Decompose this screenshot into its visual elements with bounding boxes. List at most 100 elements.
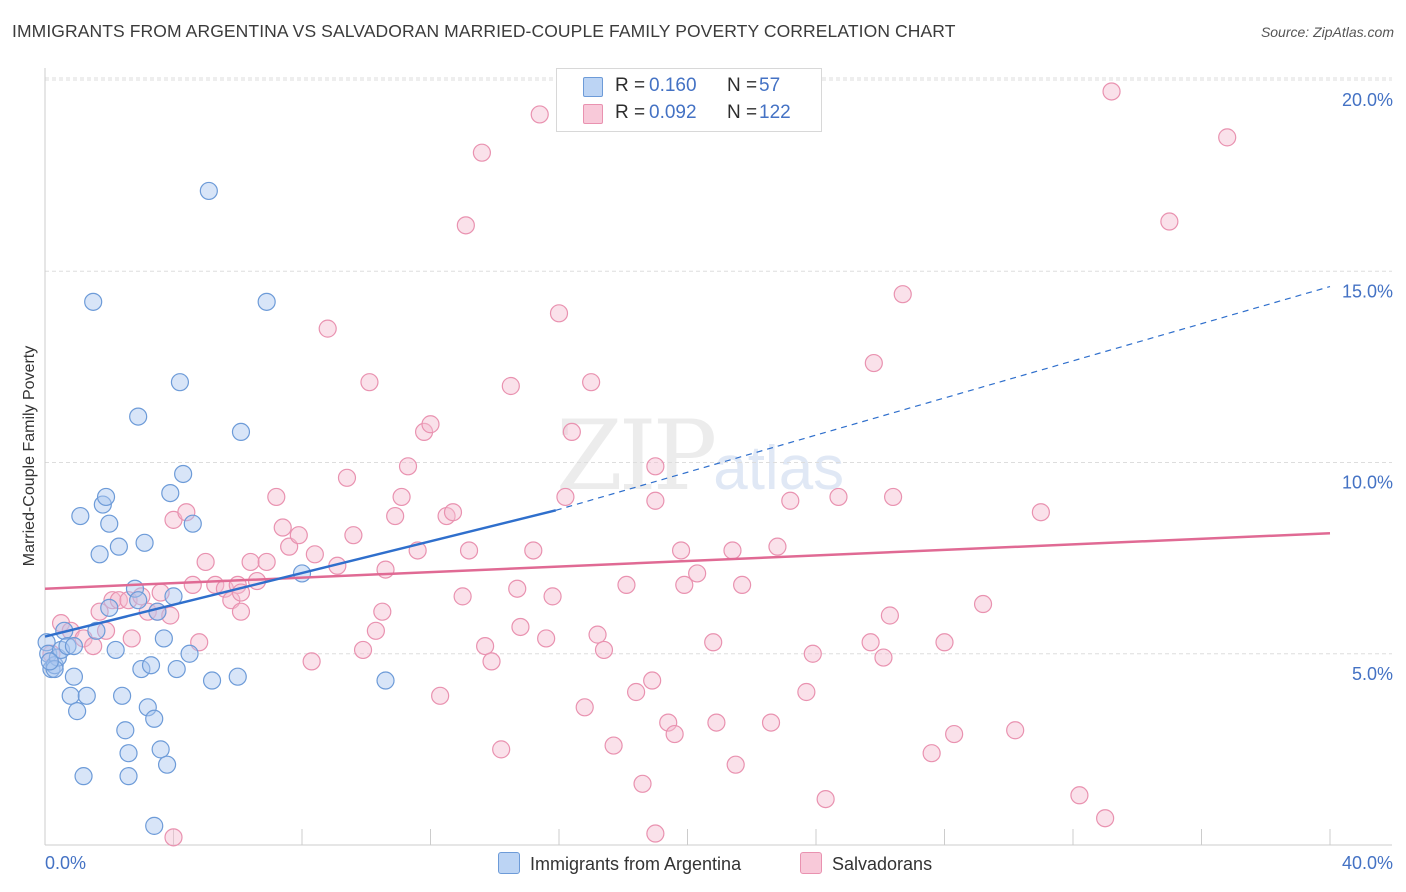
legend-r-label: R =: [615, 102, 646, 123]
salvadorans-point: [665, 724, 684, 744]
salvadorans-point: [675, 575, 694, 595]
argentina-point: [96, 487, 116, 507]
argentina-point: [141, 656, 161, 675]
y-tick-label: 20.0%: [1342, 90, 1393, 110]
salvadorans-point: [893, 285, 912, 304]
bottom-legend-swatch-blue: [498, 852, 520, 874]
legend-n-label: N =: [727, 75, 758, 96]
salvadorans-point: [241, 552, 260, 572]
argentina-point: [376, 671, 395, 690]
legend-r-label: R =: [615, 75, 646, 96]
salvadorans-point: [177, 503, 196, 522]
salvadorans-point: [594, 640, 614, 660]
salvadorans-point: [588, 625, 607, 644]
salvadorans-point: [803, 644, 822, 663]
trend-lines: [44, 285, 1331, 638]
salvadorans-point: [1218, 128, 1237, 147]
bottom-legend-argentina: Immigrants from Argentina: [498, 852, 741, 875]
salvadorans-point: [922, 744, 941, 763]
argentina-point: [100, 598, 119, 617]
argentina-point: [129, 407, 148, 426]
salvadorans-point: [935, 633, 954, 652]
salvadorans-point: [883, 487, 903, 507]
salvadorans-point: [733, 575, 752, 595]
salvadorans-point: [302, 652, 321, 671]
argentina-point: [257, 292, 276, 311]
legend-n-label: N =: [727, 102, 758, 123]
salvadorans-point: [476, 636, 495, 656]
salvadorans-point: [90, 602, 109, 621]
salvadorans-point: [864, 353, 883, 373]
salvadorans-point: [549, 304, 569, 323]
salvadorans-point: [373, 602, 392, 621]
x-tick-label: 40.0%: [1342, 853, 1393, 873]
argentina-point: [199, 181, 218, 201]
argentina-point: [61, 686, 80, 705]
salvadorans-point: [398, 457, 418, 476]
salvadorans-point: [797, 682, 816, 702]
salvadorans-point: [267, 487, 286, 507]
argentina-point: [145, 816, 164, 835]
salvadorans-point: [973, 594, 993, 614]
legend-swatch-blue: [583, 77, 603, 97]
salvadorans-point: [1006, 721, 1025, 740]
bottom-legend-label-argentina: Immigrants from Argentina: [530, 854, 742, 874]
salvadorans-point: [829, 487, 848, 507]
salvadorans-point: [164, 828, 183, 847]
axes: [44, 68, 1392, 846]
stats-legend: R = 0.160 N = 57 R = 0.092 N = 122: [556, 68, 822, 132]
chart-title: IMMIGRANTS FROM ARGENTINA VS SALVADORAN …: [12, 21, 956, 41]
tick-labels: 5.0% 10.0% 15.0% 20.0% 0.0% 40.0%: [45, 90, 1393, 873]
salvadorans-point: [646, 824, 665, 843]
salvadorans-point: [122, 629, 141, 648]
salvadorans-point: [431, 686, 450, 705]
argentina-point: [231, 422, 251, 441]
salvadorans-point: [1160, 212, 1179, 231]
salvadorans-point: [726, 755, 745, 774]
argentina-point: [40, 652, 59, 671]
legend-swatch-pink: [583, 104, 603, 124]
argentina-point: [87, 621, 106, 640]
salvadorans-point: [643, 671, 662, 690]
legend-r-value: 0.092: [649, 102, 697, 123]
legend-n-value: 122: [759, 102, 791, 123]
y-tick-label: 10.0%: [1342, 473, 1393, 493]
salvadorans-point: [511, 617, 530, 637]
argentina-point: [154, 629, 173, 648]
salvadorans-point: [318, 319, 337, 338]
argentina-points: [37, 181, 395, 835]
salvadorans-point: [456, 216, 475, 235]
salvadorans-point: [646, 491, 665, 510]
salvadorans-point: [688, 564, 707, 583]
argentina-point: [100, 514, 119, 533]
y-tick-label: 5.0%: [1352, 664, 1393, 684]
salvadorans-point: [582, 373, 601, 392]
salvadorans-point: [360, 373, 379, 392]
argentina-point: [64, 636, 84, 656]
salvadorans-point: [305, 545, 324, 564]
salvadorans-point: [761, 713, 781, 732]
salvadorans-point: [392, 487, 411, 507]
salvadorans-point: [353, 640, 373, 660]
argentina-point: [64, 667, 84, 686]
salvadorans-point: [482, 652, 501, 671]
argentina-point: [71, 506, 90, 526]
salvadorans-trend-line: [44, 532, 1331, 590]
salvadorans-points: [42, 82, 1237, 847]
argentina-point: [106, 640, 125, 660]
bottom-legend-label-salvadorans: Salvadorans: [832, 854, 933, 874]
salvadorans-point: [874, 648, 893, 667]
salvadorans-point: [472, 143, 491, 162]
argentina-point: [170, 373, 190, 392]
argentina-point: [157, 755, 177, 774]
argentina-point: [135, 533, 154, 552]
argentina-point: [109, 537, 128, 556]
salvadorans-point: [501, 376, 520, 396]
salvadorans-point: [707, 713, 726, 732]
argentina-point: [116, 721, 135, 740]
salvadorans-point: [671, 541, 691, 560]
salvadorans-point: [556, 487, 575, 507]
salvadorans-point: [1096, 809, 1115, 828]
salvadorans-point: [723, 541, 742, 560]
